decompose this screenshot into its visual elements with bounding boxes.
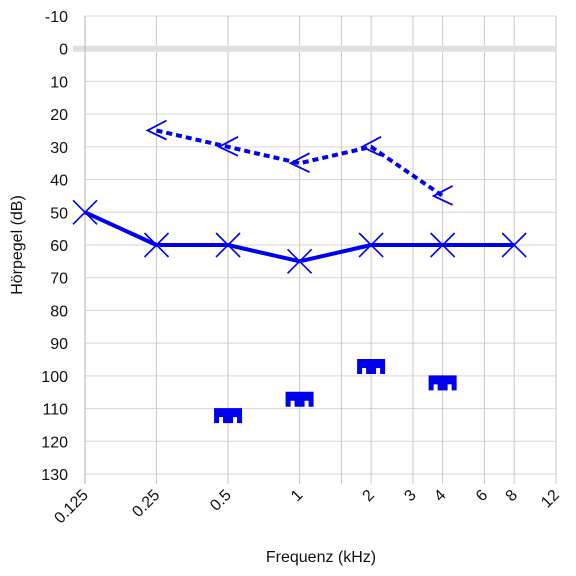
x-tick-label: 3	[401, 487, 419, 505]
x-tick-label: 2	[360, 487, 378, 505]
masked-threshold-marker	[429, 375, 457, 390]
masked-threshold-marker	[214, 408, 242, 423]
y-tick-label: 80	[50, 303, 68, 320]
x-tick-label: 1	[288, 487, 306, 505]
x-tick-label: 0.125	[51, 487, 91, 527]
y-tick-label: 120	[41, 434, 68, 451]
x-tick-label: 0.5	[207, 487, 235, 515]
y-tick-label: 50	[50, 205, 68, 222]
y-tick-label: 40	[50, 173, 68, 190]
y-tick-label: 10	[50, 74, 68, 91]
grid-layer	[85, 16, 556, 484]
x-tick-label: 6	[473, 487, 491, 505]
y-tick-label: -10	[45, 9, 68, 26]
y-tick-label: 130	[41, 467, 68, 484]
y-tick-label: 90	[50, 336, 68, 353]
y-tick-label: 110	[42, 402, 68, 419]
y-tick-label: 20	[50, 107, 68, 124]
y-tick-label: 30	[50, 140, 68, 157]
x-tick-label: 12	[538, 487, 563, 512]
x-tick-label: 0.25	[129, 487, 163, 521]
x-tick-label: 4	[431, 487, 449, 505]
y-tick-label: 0	[59, 42, 68, 59]
y-tick-label: 70	[50, 271, 68, 288]
masked-threshold-marker	[286, 392, 314, 407]
y-tick-label: 60	[50, 238, 68, 255]
x-tick-label: 8	[503, 487, 521, 505]
x-axis-title: Frequenz (kHz)	[266, 549, 376, 566]
y-tick-label: 100	[41, 369, 68, 386]
masked-threshold-marker	[357, 359, 385, 374]
y-axis-title: Hörpegel (dB)	[9, 195, 26, 295]
